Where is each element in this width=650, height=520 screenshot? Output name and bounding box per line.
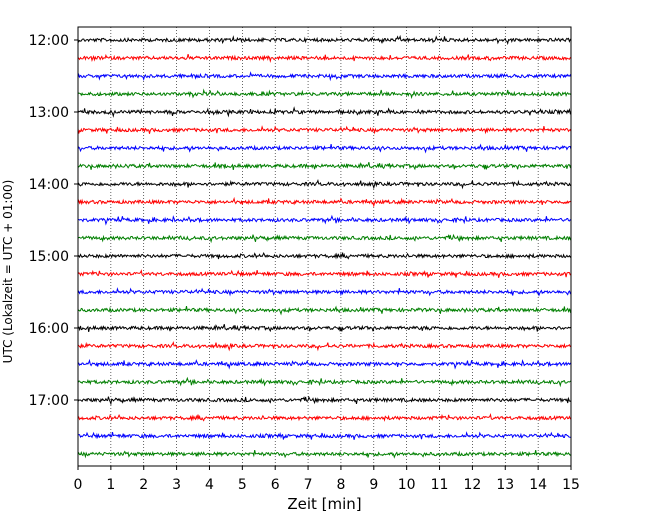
trace-line	[77, 214, 572, 226]
x-tick-label: 14	[529, 477, 547, 493]
trace-line	[77, 431, 572, 440]
x-tick-label: 11	[431, 477, 449, 493]
trace-line	[77, 179, 572, 190]
trace-line	[77, 106, 572, 118]
x-tick-label: 9	[369, 477, 378, 493]
x-tick-label: 8	[336, 477, 345, 493]
trace-line	[77, 196, 572, 208]
y-tick-label: 17:00	[29, 393, 69, 409]
trace-line	[77, 305, 572, 316]
plot-frame	[77, 26, 572, 467]
x-tick-label: 3	[172, 477, 181, 493]
trace-line	[77, 252, 572, 260]
trace-line	[77, 71, 572, 82]
trace-line	[77, 143, 572, 154]
x-tick-label: 12	[463, 477, 481, 493]
trace-line	[77, 287, 572, 297]
trace-line	[77, 233, 572, 244]
trace-line	[77, 341, 572, 352]
traces	[77, 34, 572, 459]
x-tick-label: 5	[238, 477, 247, 493]
x-tick-label: 2	[139, 477, 148, 493]
trace-line	[77, 449, 572, 459]
x-tick-label: 13	[496, 477, 514, 493]
x-tick-label: 6	[271, 477, 280, 493]
trace-line	[77, 162, 572, 171]
x-tick-label: 4	[205, 477, 214, 493]
trace-line	[77, 395, 572, 406]
trace-line	[77, 358, 572, 370]
y-tick-label: 15:00	[29, 249, 69, 265]
y-tick-label: 14:00	[29, 177, 69, 193]
y-axis-label: UTC (Lokalzeit = UTC + 01:00)	[1, 180, 15, 364]
x-axis: 0 1 2 3 4 5 6 7 8 9 10 11 12 13 14 15	[74, 466, 580, 493]
trace-line	[77, 34, 572, 46]
x-tick-label: 10	[398, 477, 416, 493]
trace-line	[77, 125, 572, 135]
trace-line	[77, 88, 572, 100]
x-tick-label: 1	[106, 477, 115, 493]
trace-line	[77, 324, 572, 333]
y-axis: 12:00 13:00 14:00 15:00 16:00 17:00	[29, 33, 78, 409]
y-tick-label: 16:00	[29, 321, 69, 337]
y-tick-label: 13:00	[29, 105, 69, 121]
trace-line	[77, 413, 572, 422]
x-tick-label: 7	[304, 477, 313, 493]
trace-line	[77, 269, 572, 278]
x-axis-label: Zeit [min]	[287, 495, 361, 513]
x-tick-label: 15	[562, 477, 580, 493]
trace-line	[77, 53, 572, 63]
x-tick-label: 0	[74, 477, 83, 493]
grid	[110, 27, 539, 466]
trace-line	[77, 376, 572, 388]
y-tick-label: 12:00	[29, 33, 69, 49]
